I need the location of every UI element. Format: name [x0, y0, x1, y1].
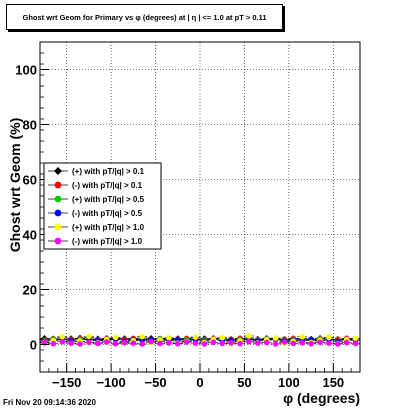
legend-entry-label: (+) with pT/|q| > 0.1 [72, 167, 145, 176]
data-point [68, 340, 74, 346]
data-point [246, 333, 252, 339]
x-axis-title: φ (degrees) [283, 390, 360, 406]
legend-entry-label: (+) with pT/|q| > 0.5 [72, 195, 145, 204]
y-tick-label: 100 [15, 63, 37, 78]
x-tick-label: 150 [322, 375, 344, 390]
y-tick-label: 0 [30, 338, 37, 353]
chart-title: Ghost wrt Geom for Primary vs φ (degrees… [6, 4, 283, 30]
legend-marker [54, 209, 62, 217]
data-point [272, 341, 279, 347]
data-point [59, 334, 66, 340]
legend: (+) with pT/|q| > 0.1 (-) with pT/|q| > 0… [43, 162, 162, 250]
x-tick-label: 50 [237, 375, 251, 390]
y-tick-label: 80 [23, 118, 37, 133]
x-tick-label: −150 [52, 375, 81, 390]
tick-labels: −150 −100 −50 0 50 100 150 0 20 40 60 80 100 [15, 63, 344, 391]
x-tick-label: 100 [278, 375, 300, 390]
data-point [139, 333, 146, 340]
data-point [210, 339, 217, 346]
y-tick-label: 20 [23, 283, 37, 298]
legend-marker [54, 237, 62, 245]
data-point [94, 340, 101, 347]
data-point [166, 340, 172, 346]
data-point [192, 340, 199, 346]
data-point [219, 340, 226, 347]
data-point [112, 334, 119, 341]
data-point [254, 340, 261, 346]
data-point [174, 340, 181, 347]
data-point [86, 333, 92, 340]
legend-marker [54, 223, 62, 231]
data-point [130, 340, 137, 346]
data-point [86, 339, 92, 346]
data-point [77, 341, 83, 347]
y-tick-label: 60 [23, 173, 37, 188]
data-point [343, 339, 350, 346]
data-point [326, 334, 332, 341]
legend-entry-label: (+) with pT/|q| > 1.0 [72, 223, 145, 232]
y-axis-title: Ghost wrt Geom (%) [7, 118, 23, 253]
data-point [317, 339, 323, 346]
data-point [50, 340, 57, 347]
data-point [263, 339, 270, 346]
data-point [352, 340, 359, 347]
x-tick-label: −100 [96, 375, 125, 390]
legend-marker [54, 181, 62, 189]
data-point [308, 340, 314, 347]
data-point [121, 339, 128, 346]
data-point [103, 339, 110, 345]
data-point [183, 339, 190, 345]
legend-marker [54, 167, 62, 175]
legend-box [43, 162, 162, 250]
data-point [201, 341, 208, 347]
data-point [59, 338, 66, 345]
timestamp-footer: Fri Nov 20 09:14:36 2020 [3, 398, 96, 407]
data-point [157, 340, 163, 347]
data-point [246, 338, 252, 345]
series-5-points [39, 338, 361, 347]
axis-ticks [40, 41, 352, 373]
data-point [281, 339, 288, 345]
legend-marker [54, 195, 62, 203]
data-point [192, 334, 199, 340]
data-point [219, 334, 226, 341]
data-point [352, 335, 359, 342]
data-point [112, 340, 119, 347]
legend-entry-label: (-) with pT/|q| > 1.0 [72, 237, 143, 246]
data-point [299, 340, 306, 346]
data-point [334, 341, 341, 347]
data-point [166, 335, 172, 341]
data-point [228, 340, 234, 346]
data-points [39, 333, 361, 347]
data-point [326, 340, 332, 346]
data-point [290, 340, 297, 347]
y-tick-label: 40 [23, 228, 37, 243]
legend-entry-label: (-) with pT/|q| > 0.1 [72, 181, 143, 190]
legend-entry-label: (-) with pT/|q| > 0.5 [72, 209, 143, 218]
data-point [139, 341, 146, 347]
x-tick-label: −50 [145, 375, 167, 390]
data-point [299, 334, 306, 340]
x-tick-label: 0 [196, 375, 203, 390]
data-point [272, 335, 279, 341]
data-point [148, 338, 154, 345]
data-point [237, 340, 243, 347]
